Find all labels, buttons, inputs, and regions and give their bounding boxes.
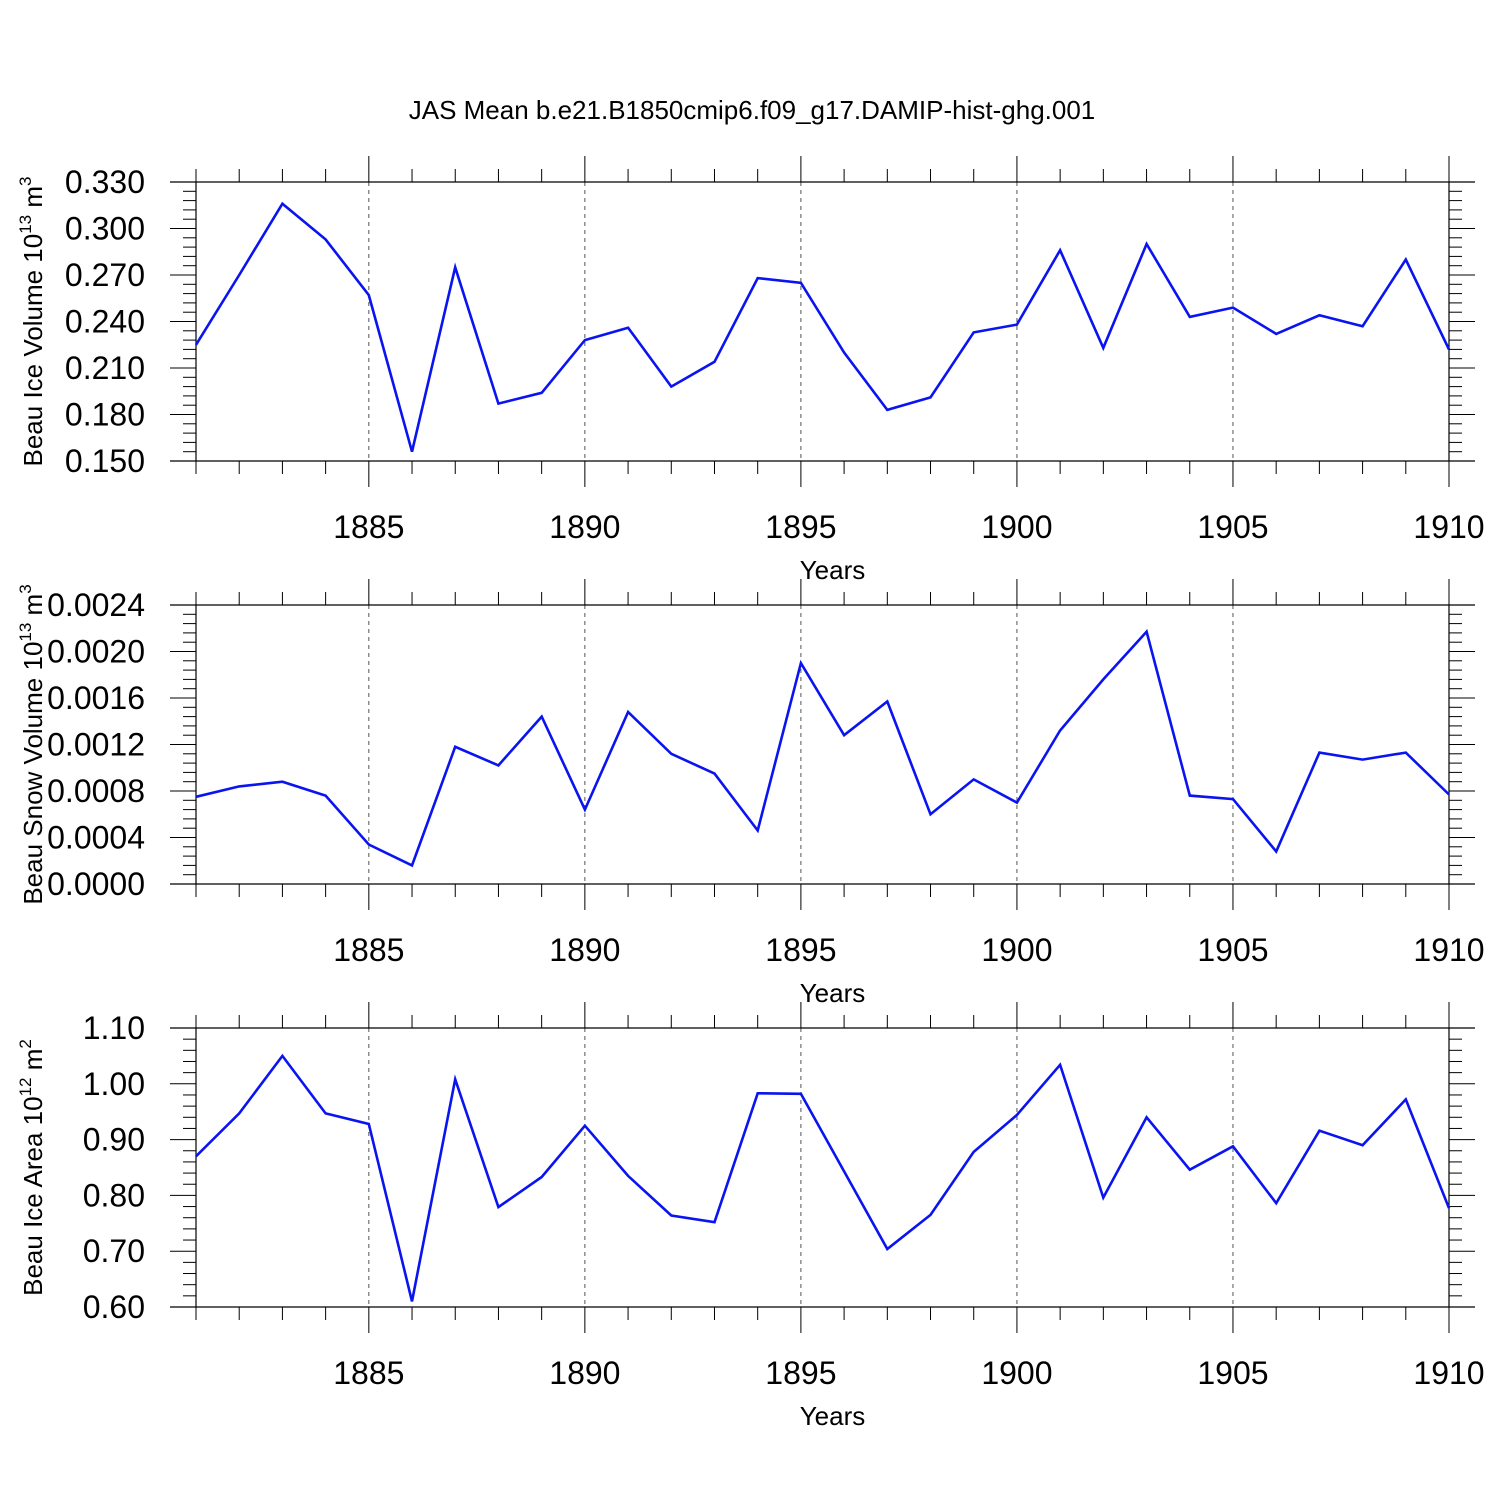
chart-panel-1: 0.150 0.180 0.210 0.240 0.270 0.300 0.330 1885 1… bbox=[16, 156, 1485, 585]
y-tick-label: 0.0000 bbox=[47, 866, 145, 902]
y-axis-label-part: Beau Ice Volume 10 bbox=[18, 234, 48, 467]
y-axis-label-part: m bbox=[18, 186, 48, 215]
y-axis-label-superscript: 13 bbox=[16, 623, 35, 642]
y-axis-label-part: m bbox=[18, 1049, 48, 1078]
y-axis-label-superscript: 3 bbox=[16, 177, 35, 186]
x-tick-label: 1885 bbox=[333, 509, 404, 545]
x-tick-label: 1910 bbox=[1413, 509, 1484, 545]
y-tick-label: 0.0024 bbox=[47, 587, 145, 623]
y-tick-label: 0.90 bbox=[83, 1122, 145, 1158]
y-axis-label: Beau Ice Volume 1013 m3 bbox=[16, 177, 48, 467]
chart-title: JAS Mean b.e21.B1850cmip6.f09_g17.DAMIP-… bbox=[409, 95, 1096, 125]
y-tick-label: 0.150 bbox=[65, 443, 145, 479]
x-tick-label: 1890 bbox=[549, 932, 620, 968]
y-axis-label-superscript: 13 bbox=[16, 215, 35, 234]
y-tick-label: 0.60 bbox=[83, 1289, 145, 1325]
x-tick-label: 1905 bbox=[1197, 509, 1268, 545]
y-tick-label: 1.10 bbox=[83, 1010, 145, 1046]
y-axis-label-superscript: 2 bbox=[16, 1039, 35, 1048]
y-tick-label: 0.0016 bbox=[47, 680, 145, 716]
y-tick-label: 0.210 bbox=[65, 350, 145, 386]
y-axis-label-part: Beau Ice Area 10 bbox=[18, 1096, 48, 1295]
y-tick-label: 0.0004 bbox=[47, 820, 145, 856]
chart-panel-2: 0.0000 0.0004 0.0008 0.0012 0.0016 0.0020 0.00… bbox=[16, 579, 1485, 1008]
series-line bbox=[195, 629, 1450, 868]
x-tick-label: 1890 bbox=[549, 509, 620, 545]
x-tick-label: 1910 bbox=[1413, 1355, 1484, 1391]
x-tick-label: 1905 bbox=[1197, 1355, 1268, 1391]
x-tick-label: 1890 bbox=[549, 1355, 620, 1391]
x-tick-label: 1885 bbox=[333, 932, 404, 968]
chart-panel-3: 0.60 0.70 0.80 0.90 1.00 1.10 1885 1890 1895 1900… bbox=[16, 1002, 1485, 1431]
y-tick-label: 0.80 bbox=[83, 1177, 145, 1213]
x-tick-label: 1905 bbox=[1197, 932, 1268, 968]
y-axis-label: Beau Ice Area 1012 m2 bbox=[16, 1039, 48, 1296]
x-tick-label: 1900 bbox=[981, 932, 1052, 968]
x-tick-label: 1910 bbox=[1413, 932, 1484, 968]
y-axis-label-part: Beau Snow Volume 10 bbox=[18, 642, 48, 905]
y-tick-label: 0.70 bbox=[83, 1233, 145, 1269]
y-tick-label: 0.270 bbox=[65, 257, 145, 293]
y-axis-label-superscript: 12 bbox=[16, 1077, 35, 1096]
x-axis-label: Years bbox=[800, 978, 866, 1008]
series-line bbox=[194, 201, 1451, 453]
x-tick-label: 1895 bbox=[765, 1355, 836, 1391]
y-tick-label: 0.0008 bbox=[47, 773, 145, 809]
series-line bbox=[195, 1053, 1451, 1302]
x-axis-label: Years bbox=[800, 555, 866, 585]
x-tick-label: 1900 bbox=[981, 509, 1052, 545]
x-axis-label: Years bbox=[800, 1401, 866, 1431]
y-tick-label: 0.330 bbox=[65, 164, 145, 200]
y-axis-label-part: m bbox=[18, 594, 48, 623]
y-axis-label-superscript: 3 bbox=[16, 584, 35, 593]
y-tick-label: 0.0012 bbox=[47, 727, 145, 763]
y-tick-label: 0.240 bbox=[65, 304, 145, 340]
x-tick-label: 1885 bbox=[333, 1355, 404, 1391]
x-tick-label: 1895 bbox=[765, 932, 836, 968]
y-tick-label: 0.0020 bbox=[47, 634, 145, 670]
y-axis-label: Beau Snow Volume 1013 m3 bbox=[16, 584, 48, 904]
y-tick-label: 1.00 bbox=[83, 1066, 145, 1102]
x-tick-label: 1900 bbox=[981, 1355, 1052, 1391]
y-tick-label: 0.180 bbox=[65, 397, 145, 433]
x-tick-label: 1895 bbox=[765, 509, 836, 545]
y-tick-label: 0.300 bbox=[65, 211, 145, 247]
